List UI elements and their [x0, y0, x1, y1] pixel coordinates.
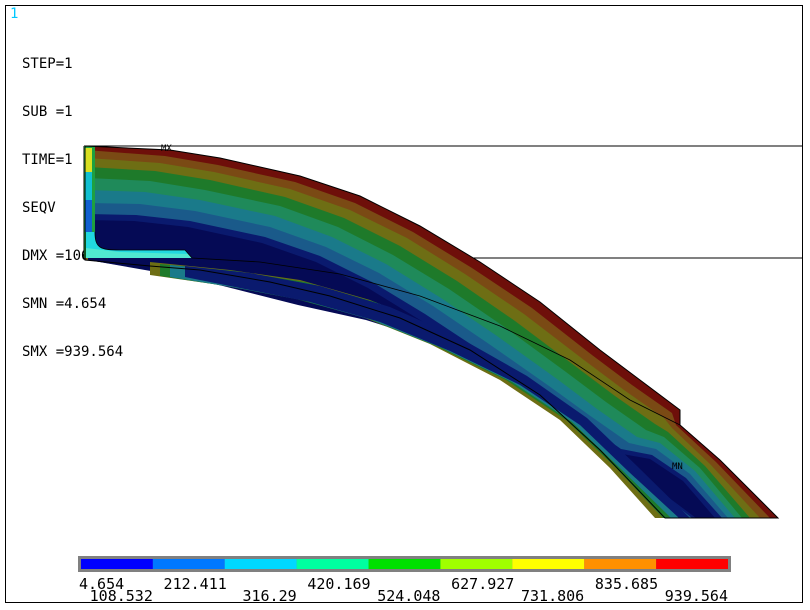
deformed-shape	[84, 145, 780, 519]
plot-window-frame	[5, 5, 803, 603]
legend-swatch-4	[296, 559, 369, 569]
legend-label-6: 524.048	[377, 587, 441, 605]
web-yellow-hotspot	[85, 148, 92, 172]
legend-label-10: 939.564	[664, 587, 728, 605]
legend-label-3: 212.411	[163, 575, 227, 593]
deformed-outline	[84, 145, 780, 519]
legend-label-7: 627.927	[451, 575, 515, 593]
legend-label-4: 316.29	[242, 587, 297, 605]
legend-swatch-7	[512, 559, 585, 569]
legend-label-5: 420.169	[307, 575, 371, 593]
legend-label-8: 731.806	[521, 587, 585, 605]
step-label: STEP=1	[22, 56, 73, 72]
legend-swatch-8	[584, 559, 657, 569]
legend-swatch-5	[368, 559, 441, 569]
max-stress-label: SMX =939.564	[22, 344, 124, 360]
web-blue-band	[85, 200, 92, 232]
max-marker: MX	[161, 144, 172, 154]
substep-label: SUB =1	[22, 104, 73, 120]
legend-label-2: 108.532	[89, 587, 153, 605]
legend-swatch-2	[152, 559, 225, 569]
inner-edge-line	[94, 231, 681, 426]
legend-label-9: 835.685	[594, 575, 659, 593]
legend-swatch-6	[440, 559, 513, 569]
min-marker: MN	[672, 462, 683, 472]
legend-swatch-1	[81, 559, 153, 569]
web-cyan-band	[85, 172, 92, 200]
legend-swatch-9	[656, 559, 728, 569]
legend-swatch-3	[224, 559, 297, 569]
fillet-light	[86, 248, 192, 258]
legend-label-1: 4.654	[79, 575, 125, 593]
window-number: 1	[10, 6, 19, 22]
time-label: TIME=1	[22, 152, 73, 168]
min-stress-label: SMN =4.654	[22, 296, 107, 312]
